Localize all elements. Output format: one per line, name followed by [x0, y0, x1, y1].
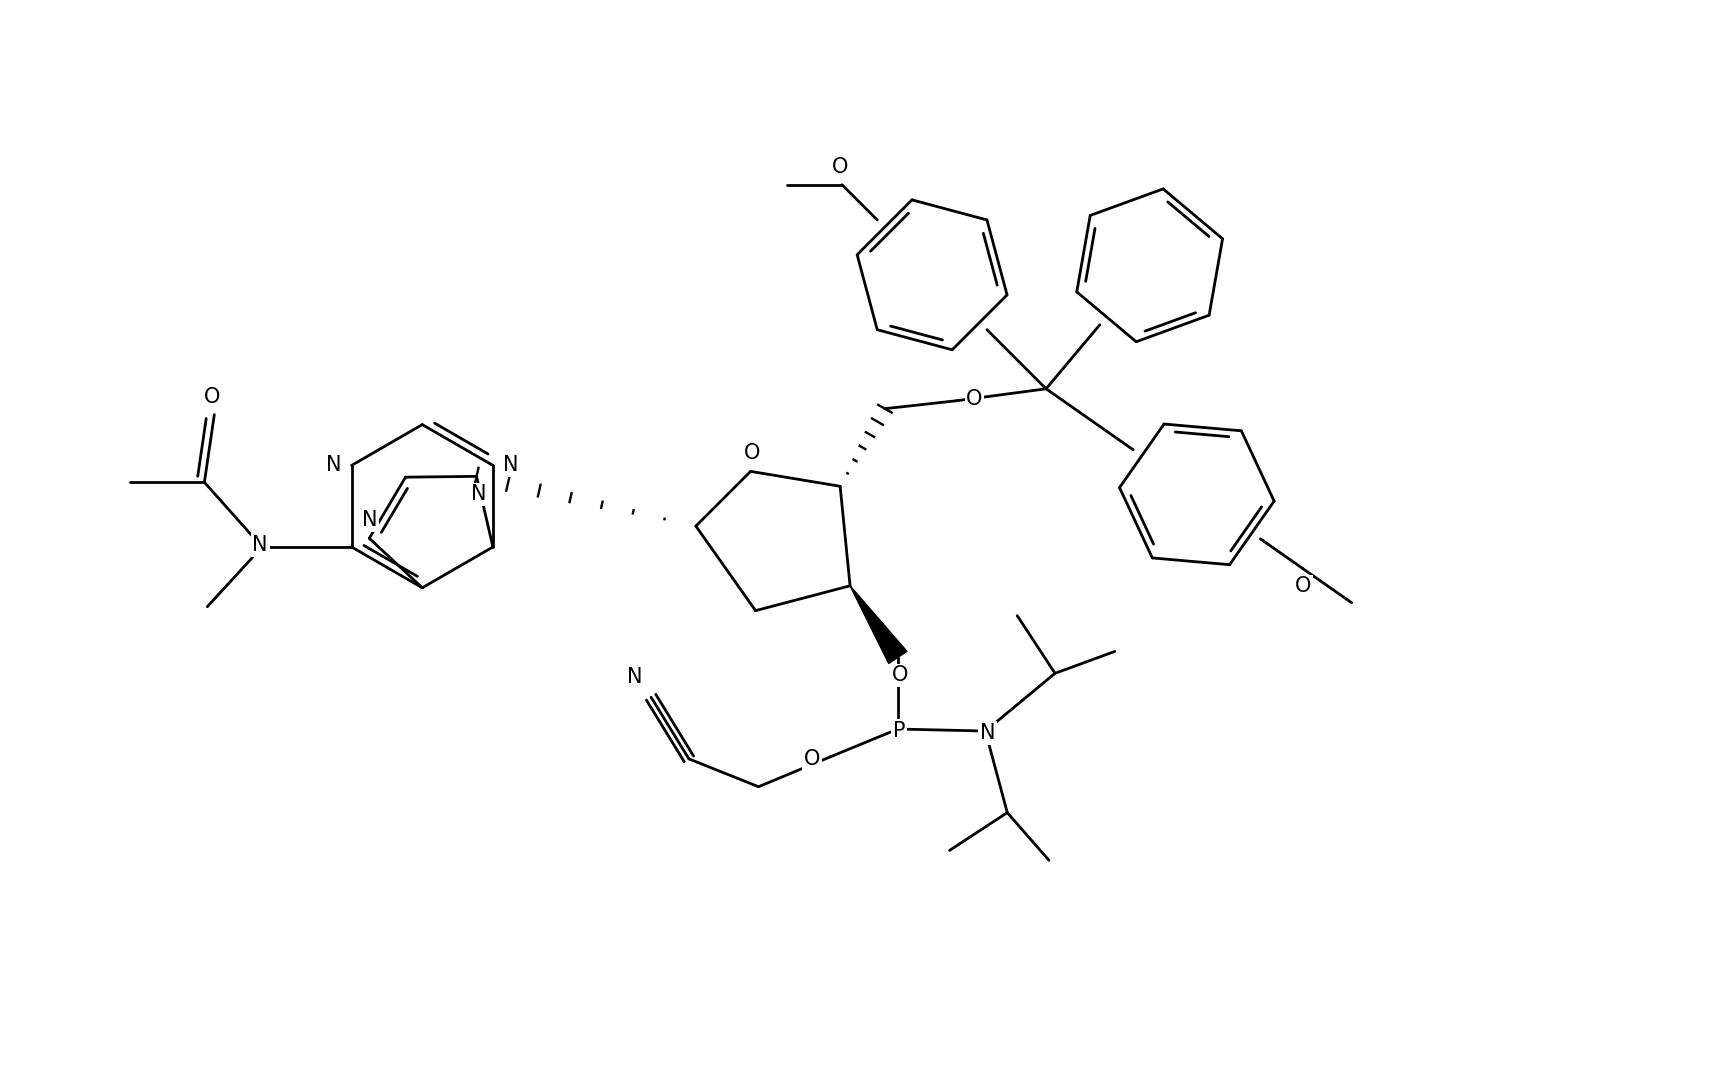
Text: P: P	[893, 721, 905, 741]
Text: O: O	[967, 389, 983, 408]
Text: O: O	[744, 443, 759, 464]
Text: N: N	[503, 455, 519, 476]
Text: N: N	[362, 510, 377, 530]
Text: O: O	[204, 387, 220, 407]
Text: N: N	[325, 455, 341, 476]
Text: O: O	[891, 666, 908, 685]
Text: O: O	[1294, 577, 1311, 596]
Text: N: N	[471, 484, 486, 504]
Text: N: N	[253, 535, 268, 555]
Text: O: O	[804, 749, 820, 769]
Text: O: O	[832, 156, 848, 177]
Polygon shape	[849, 585, 907, 664]
Text: N: N	[628, 667, 644, 687]
Text: N: N	[979, 723, 995, 743]
